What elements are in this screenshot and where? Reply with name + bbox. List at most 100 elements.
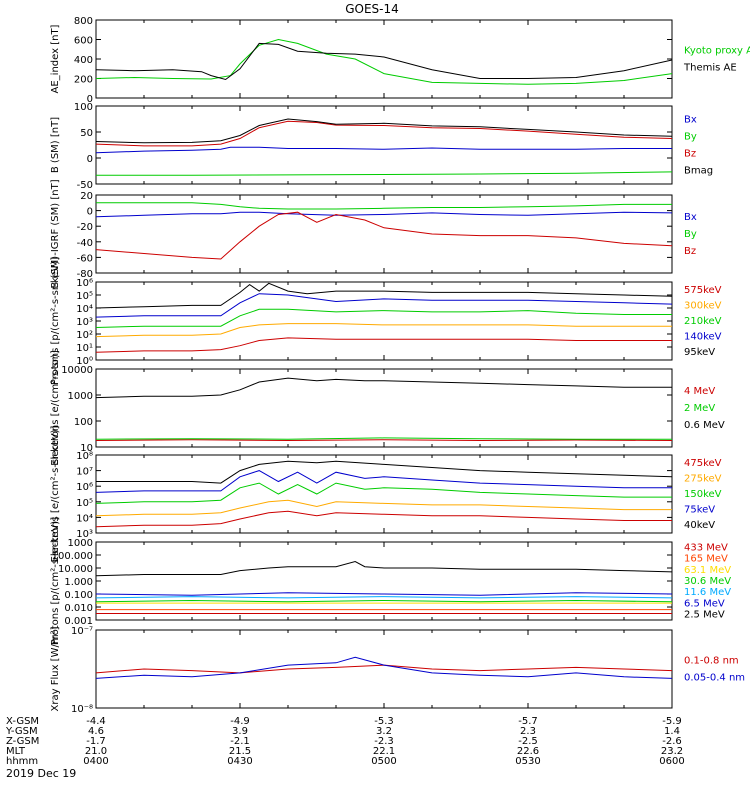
y-tick-label: 1000 xyxy=(68,538,93,549)
legend-entry: 2.5 MeV xyxy=(684,609,725,620)
legend-entry: 275keV xyxy=(684,473,722,484)
x-tick-value: -5.3 xyxy=(374,716,394,727)
y-tick-label: 10⁷ xyxy=(76,467,93,478)
y-axis-label: Electrons [e/(cm²-s-sr)] xyxy=(50,350,61,466)
series-line-140kev xyxy=(95,293,673,318)
y-tick-label: 10⁵ xyxy=(76,291,93,302)
y-tick-label: 10000 xyxy=(61,365,93,376)
y-tick-label: 1.000 xyxy=(64,577,93,588)
legend-entry: Bx xyxy=(684,115,697,126)
y-tick-label: 100.000 xyxy=(52,551,93,562)
series-line-2-5-mev xyxy=(95,560,673,577)
legend-entry: 165 MeV xyxy=(684,554,728,565)
x-row-label: X-GSM xyxy=(6,716,39,727)
panel-frame xyxy=(95,19,673,99)
x-row-label: MLT xyxy=(6,746,26,757)
x-tick-value: 4.6 xyxy=(88,726,104,737)
series-line-575kev xyxy=(95,337,672,353)
legend-entry: 75keV xyxy=(684,505,715,516)
y-tick-label: 10 xyxy=(80,443,93,454)
legend-entry: 6.5 MeV xyxy=(684,598,725,609)
series-line-150kev xyxy=(95,482,672,504)
legend-entry: Bz xyxy=(684,246,696,257)
series-line-30-6-mev xyxy=(95,599,673,603)
y-tick-label: 10² xyxy=(76,330,93,341)
x-tick-value: -1.7 xyxy=(86,736,106,747)
series-line-75kev xyxy=(95,470,672,493)
legend-entry: 140keV xyxy=(684,332,722,343)
legend-entry: 11.6 MeV xyxy=(684,587,731,598)
x-row-label: hhmm xyxy=(6,756,38,767)
y-tick-label: 100 xyxy=(74,102,93,113)
series-line-475kev xyxy=(95,510,672,528)
series-line-40kev xyxy=(96,460,673,484)
y-tick-label: 10⁻⁸ xyxy=(71,704,93,715)
series-line-300kev xyxy=(95,323,672,338)
series-line-0-6-mev xyxy=(95,377,672,399)
x-tick-value: 3.9 xyxy=(232,726,248,737)
y-tick-label: 0.001 xyxy=(64,616,93,627)
panel-1: -50 0 50 100 B (SM) [nT] Bx By Bz Bmag xyxy=(50,102,713,191)
y-tick-label: 600 xyxy=(74,36,93,47)
y-tick-label: 10⁸ xyxy=(76,451,93,462)
y-axis-label: Electrons [e/(cm²-s-sr-keV)] xyxy=(50,425,61,562)
x-tick-value: 1.4 xyxy=(664,726,680,737)
x-tick-value: 21.5 xyxy=(229,746,251,757)
legend-entry: Kyoto proxy AE xyxy=(684,46,750,57)
y-tick-label: 10.000 xyxy=(58,564,93,575)
x-row-label: Y-GSM xyxy=(5,726,38,737)
y-tick-label: 0.100 xyxy=(64,590,93,601)
panel-frame xyxy=(95,194,673,274)
series-line-bz xyxy=(95,211,673,260)
panel-frame xyxy=(95,629,673,709)
legend-entry: 150keV xyxy=(684,489,722,500)
x-tick-value: 21.0 xyxy=(85,746,107,757)
y-tick-label: -50 xyxy=(77,180,93,191)
x-tick-value: 0430 xyxy=(227,756,252,767)
legend-entry: 4 MeV xyxy=(684,386,715,397)
legend-entry: 433 MeV xyxy=(684,543,728,554)
panel-7: 10⁻⁸ 10⁻⁷ Xray Flux [W/m²] 0.1-0.8 nm 0.05-0… xyxy=(50,626,745,715)
series-line-2-mev xyxy=(95,437,672,440)
x-tick-value: -5.7 xyxy=(518,716,538,727)
legend-entry: 95keV xyxy=(684,347,715,358)
y-tick-label: 0 xyxy=(87,207,93,218)
y-tick-label: 0.010 xyxy=(64,603,93,614)
y-tick-label: -40 xyxy=(77,238,93,249)
series-line-11-6-mev xyxy=(95,596,673,599)
legend-entry: 210keV xyxy=(684,316,722,327)
y-tick-label: 10⁵ xyxy=(76,498,93,509)
y-tick-label: 10⁰ xyxy=(76,356,93,367)
series-line-bx xyxy=(95,146,672,154)
x-tick-value: -4.4 xyxy=(86,716,106,727)
series-line-bmag xyxy=(95,118,673,144)
x-tick-value: 23.2 xyxy=(661,746,683,757)
y-tick-label: 0 xyxy=(87,154,93,165)
y-axis-label: AE_index [nT] xyxy=(50,24,61,93)
series-line-6-5-mev xyxy=(95,592,673,596)
series-line-by xyxy=(96,171,673,176)
x-axis-table: X-GSM -4.4 -4.9 -5.3 -5.7 -5.9 Y-GSM 4.6 3.9 3.2 2… xyxy=(5,716,685,767)
y-tick-label: 10⁶ xyxy=(76,482,93,493)
y-tick-label: 10⁻⁷ xyxy=(71,626,93,637)
panel-frame xyxy=(95,105,673,185)
panel-frame xyxy=(95,541,673,621)
legend-entry: 30.6 MeV xyxy=(684,576,731,587)
x-tick-value: -4.9 xyxy=(230,716,250,727)
series-line-275kev xyxy=(95,499,672,517)
series-line-0-1-0-8-nm xyxy=(95,664,673,674)
x-tick-value: 22.6 xyxy=(517,746,539,757)
legend-entry: Bx xyxy=(684,212,697,223)
legend-entry: By xyxy=(684,132,697,143)
x-tick-value: -2.1 xyxy=(230,736,250,747)
x-row-label: Z-GSM xyxy=(6,736,39,747)
y-tick-label: 0 xyxy=(87,94,93,105)
y-tick-label: 1000 xyxy=(68,391,93,402)
y-axis-label: Protons [p/(cm²-s-sr-keV)] xyxy=(50,257,61,385)
y-tick-label: 20 xyxy=(80,191,93,202)
y-tick-label: 400 xyxy=(74,55,93,66)
panel-2: -80 -60 -40 -20 0 20 B (SM)-IGRF (SM) [nT] Bx By… xyxy=(50,179,697,288)
y-tick-label: 10¹ xyxy=(76,343,93,354)
